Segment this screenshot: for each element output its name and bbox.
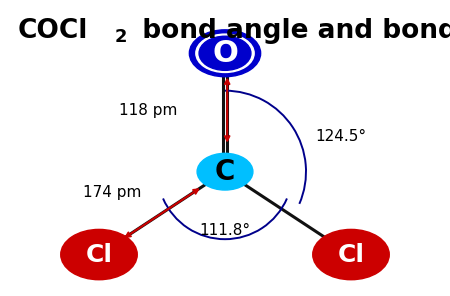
Text: Cl: Cl [86,242,112,267]
Text: O: O [212,39,238,68]
Text: Cl: Cl [338,242,364,267]
Text: COCl: COCl [18,18,88,44]
Text: bond angle and bond lengths: bond angle and bond lengths [124,18,450,44]
Circle shape [199,36,251,70]
Text: 118 pm: 118 pm [119,104,178,118]
Circle shape [197,153,253,190]
Text: 111.8°: 111.8° [199,223,251,238]
Text: 124.5°: 124.5° [315,129,366,144]
Text: 2: 2 [115,28,127,46]
Circle shape [313,229,389,280]
Circle shape [189,30,261,77]
Circle shape [196,34,254,73]
Circle shape [61,229,137,280]
Text: C: C [215,158,235,186]
Text: 174 pm: 174 pm [83,185,142,200]
